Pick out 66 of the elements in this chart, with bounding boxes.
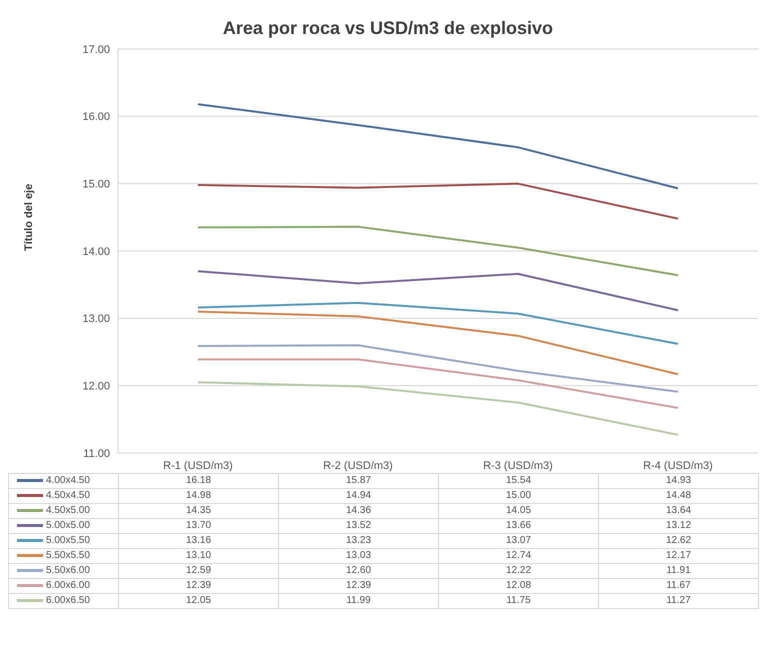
chart-title: Area por roca vs USD/m3 de explosivo bbox=[222, 17, 554, 40]
data-label: 12.05 bbox=[118, 594, 278, 608]
data-label: 13.03 bbox=[278, 548, 438, 564]
data-label: 11.67 bbox=[598, 578, 758, 594]
data-label: 14.35 bbox=[118, 504, 278, 518]
y-tick-label: 17.00 bbox=[82, 44, 110, 56]
data-label: 13.23 bbox=[278, 534, 438, 548]
line-series bbox=[197, 182, 679, 220]
data-label: 11.91 bbox=[598, 564, 758, 578]
data-label: 12.62 bbox=[598, 534, 758, 548]
line-series bbox=[197, 381, 679, 436]
line-series bbox=[197, 344, 679, 393]
data-label: 15.00 bbox=[438, 488, 598, 504]
data-label: 16.18 bbox=[118, 474, 278, 488]
legend-label: 4.50x4.50 bbox=[45, 490, 90, 501]
legend-label: 6.00x6.50 bbox=[45, 595, 90, 606]
y-tick-label: 13.00 bbox=[82, 313, 110, 326]
data-label: 13.16 bbox=[118, 534, 278, 548]
data-label: 13.64 bbox=[598, 504, 758, 518]
data-label: 12.59 bbox=[118, 564, 278, 578]
line-series bbox=[197, 310, 679, 376]
line-series bbox=[197, 226, 679, 276]
legend-label: 4.00x4.50 bbox=[45, 475, 90, 486]
data-label: 11.75 bbox=[438, 594, 598, 608]
legend-label: 5.50x6.00 bbox=[45, 565, 90, 576]
data-label: 14.36 bbox=[278, 504, 438, 518]
legend-label: 4.50x5.00 bbox=[45, 505, 90, 516]
data-label: 12.74 bbox=[438, 548, 598, 564]
x-tick-label: R-2 (USD/m3) bbox=[323, 460, 393, 472]
data-label: 14.98 bbox=[118, 488, 278, 504]
y-tick-label: 12.00 bbox=[82, 380, 110, 393]
data-label: 11.27 bbox=[598, 594, 758, 608]
y-axis-title: Título del eje bbox=[22, 184, 35, 251]
data-label: 13.66 bbox=[438, 518, 598, 534]
data-label: 13.07 bbox=[438, 534, 598, 548]
data-label: 13.70 bbox=[118, 518, 278, 534]
data-label: 12.60 bbox=[278, 564, 438, 578]
y-tick-label: 16.00 bbox=[82, 111, 110, 124]
data-label: 12.08 bbox=[438, 578, 598, 594]
legend-label: 5.50x5.50 bbox=[45, 550, 90, 561]
data-label: 13.10 bbox=[118, 548, 278, 564]
data-label: 12.39 bbox=[118, 578, 278, 594]
legend-label: 5.00x5.50 bbox=[45, 535, 90, 546]
x-tick-label: R-4 (USD/m3) bbox=[643, 460, 713, 472]
y-tick-label: 11.00 bbox=[83, 448, 110, 460]
data-label: 12.22 bbox=[438, 564, 598, 578]
data-label: 14.93 bbox=[598, 474, 758, 488]
legend-label: 5.00x5.00 bbox=[45, 520, 90, 531]
data-label: 15.87 bbox=[278, 474, 438, 488]
line-series bbox=[197, 103, 679, 190]
x-tick-label: R-1 (USD/m3) bbox=[163, 460, 233, 472]
data-label: 12.17 bbox=[598, 548, 758, 564]
data-label: 11.99 bbox=[278, 594, 438, 608]
data-label: 15.54 bbox=[438, 474, 598, 488]
data-label: 12.39 bbox=[278, 578, 438, 594]
y-tick-label: 15.00 bbox=[82, 178, 110, 191]
data-label: 13.12 bbox=[598, 518, 758, 534]
y-tick-label: 14.00 bbox=[82, 246, 110, 258]
data-label: 14.48 bbox=[598, 488, 758, 504]
line-series bbox=[197, 270, 679, 312]
data-label: 14.94 bbox=[278, 488, 438, 504]
data-label: 13.52 bbox=[278, 518, 438, 534]
x-tick-label: R-3 (USD/m3) bbox=[483, 460, 553, 472]
legend-label: 6.00x6.00 bbox=[45, 580, 90, 591]
line-series bbox=[197, 302, 679, 345]
data-label: 14.05 bbox=[438, 504, 598, 518]
